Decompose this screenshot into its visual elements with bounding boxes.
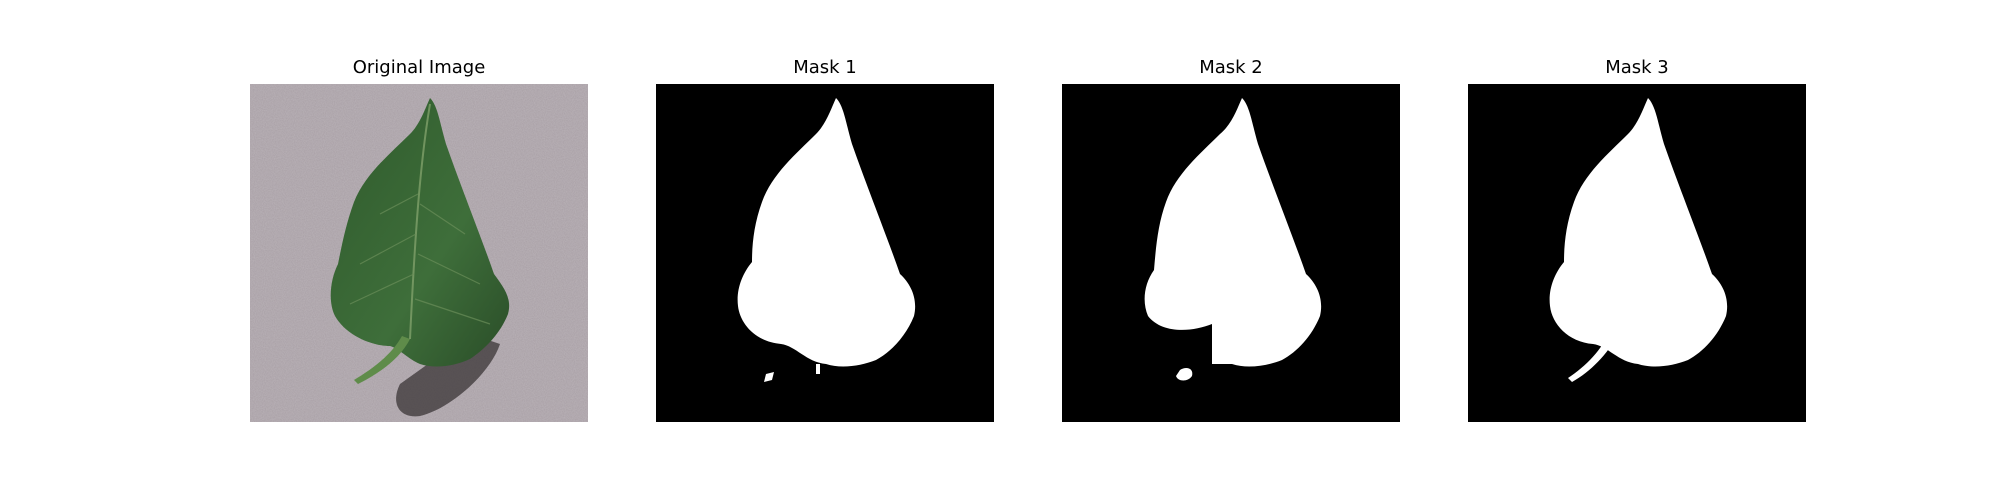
mask-region: [1144, 98, 1322, 367]
leaf-photo: [250, 84, 588, 422]
mask-region: [737, 98, 916, 367]
mask-region: [1549, 98, 1728, 367]
leaf: [330, 98, 510, 367]
mask-stem-region: [1568, 330, 1618, 382]
mask-speck: [816, 364, 820, 374]
mask-speck: [1176, 368, 1193, 381]
mask-1: [656, 84, 994, 422]
mask-2: [1062, 84, 1400, 422]
leaf-stem: [354, 336, 410, 384]
panel-title: Mask 1: [793, 57, 857, 78]
panel-title: Mask 3: [1605, 57, 1669, 78]
leaf-veins: [349, 193, 491, 325]
panel-title: Mask 2: [1199, 57, 1263, 78]
mask-1-image: [656, 84, 994, 422]
mask-speck: [764, 372, 774, 382]
original-image: [250, 84, 588, 422]
mask-3-image: [1468, 84, 1806, 422]
mask-3: [1468, 84, 1806, 422]
leaf-midrib: [409, 103, 431, 340]
mask-2-image: [1062, 84, 1400, 422]
panel-title: Original Image: [352, 57, 486, 78]
